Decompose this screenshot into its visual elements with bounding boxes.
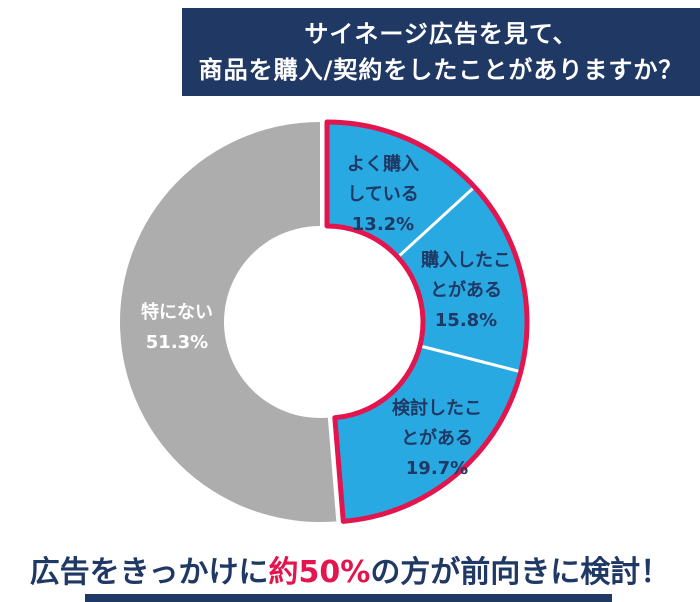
donut-segment-3 (119, 122, 337, 522)
label-percent: 15.8% (434, 310, 498, 331)
chart-title-line1: サイネージ広告を見て、 (304, 20, 578, 48)
label-line: 検討したこ (392, 398, 482, 419)
label-line: 購入したこ (421, 250, 511, 271)
label-line: 特にない (141, 302, 213, 323)
footer-highlight: 約50% (268, 555, 371, 590)
donut-segment-2 (334, 345, 521, 522)
label-percent: 19.7% (405, 458, 469, 479)
segment-label-have-purchased: 購入したこ とがある 15.8% (418, 246, 514, 336)
bottom-bar (85, 594, 612, 602)
label-percent: 13.2% (351, 214, 415, 235)
label-line: よく購入 (347, 154, 419, 175)
segment-divider (419, 344, 522, 374)
highlight-outline (324, 119, 530, 524)
segment-label-have-considered: 検討したこ とがある 19.7% (389, 394, 485, 484)
segment-label-often-purchase: よく購入 している 13.2% (337, 150, 429, 240)
footer-text-after: の方が前向きに検討！ (370, 555, 671, 590)
footer-callout: 広告をきっかけに約50%の方が前向きに検討！ (0, 547, 700, 591)
donut-segment-1 (397, 186, 527, 372)
label-percent: 51.3% (145, 332, 209, 353)
label-line: とがある (401, 428, 473, 449)
label-line: とがある (430, 280, 502, 301)
footer-text-before: 広告をきっかけに (29, 555, 269, 590)
segment-divider (396, 185, 476, 259)
label-line: している (347, 184, 419, 205)
chart-title-line2: 商品を購入/契約をしたことがありますか？ (198, 56, 684, 84)
segment-label-none: 特にない 51.3% (137, 298, 217, 358)
chart-title-banner: サイネージ広告を見て、 商品を購入/契約をしたことがありますか？ (182, 8, 700, 96)
